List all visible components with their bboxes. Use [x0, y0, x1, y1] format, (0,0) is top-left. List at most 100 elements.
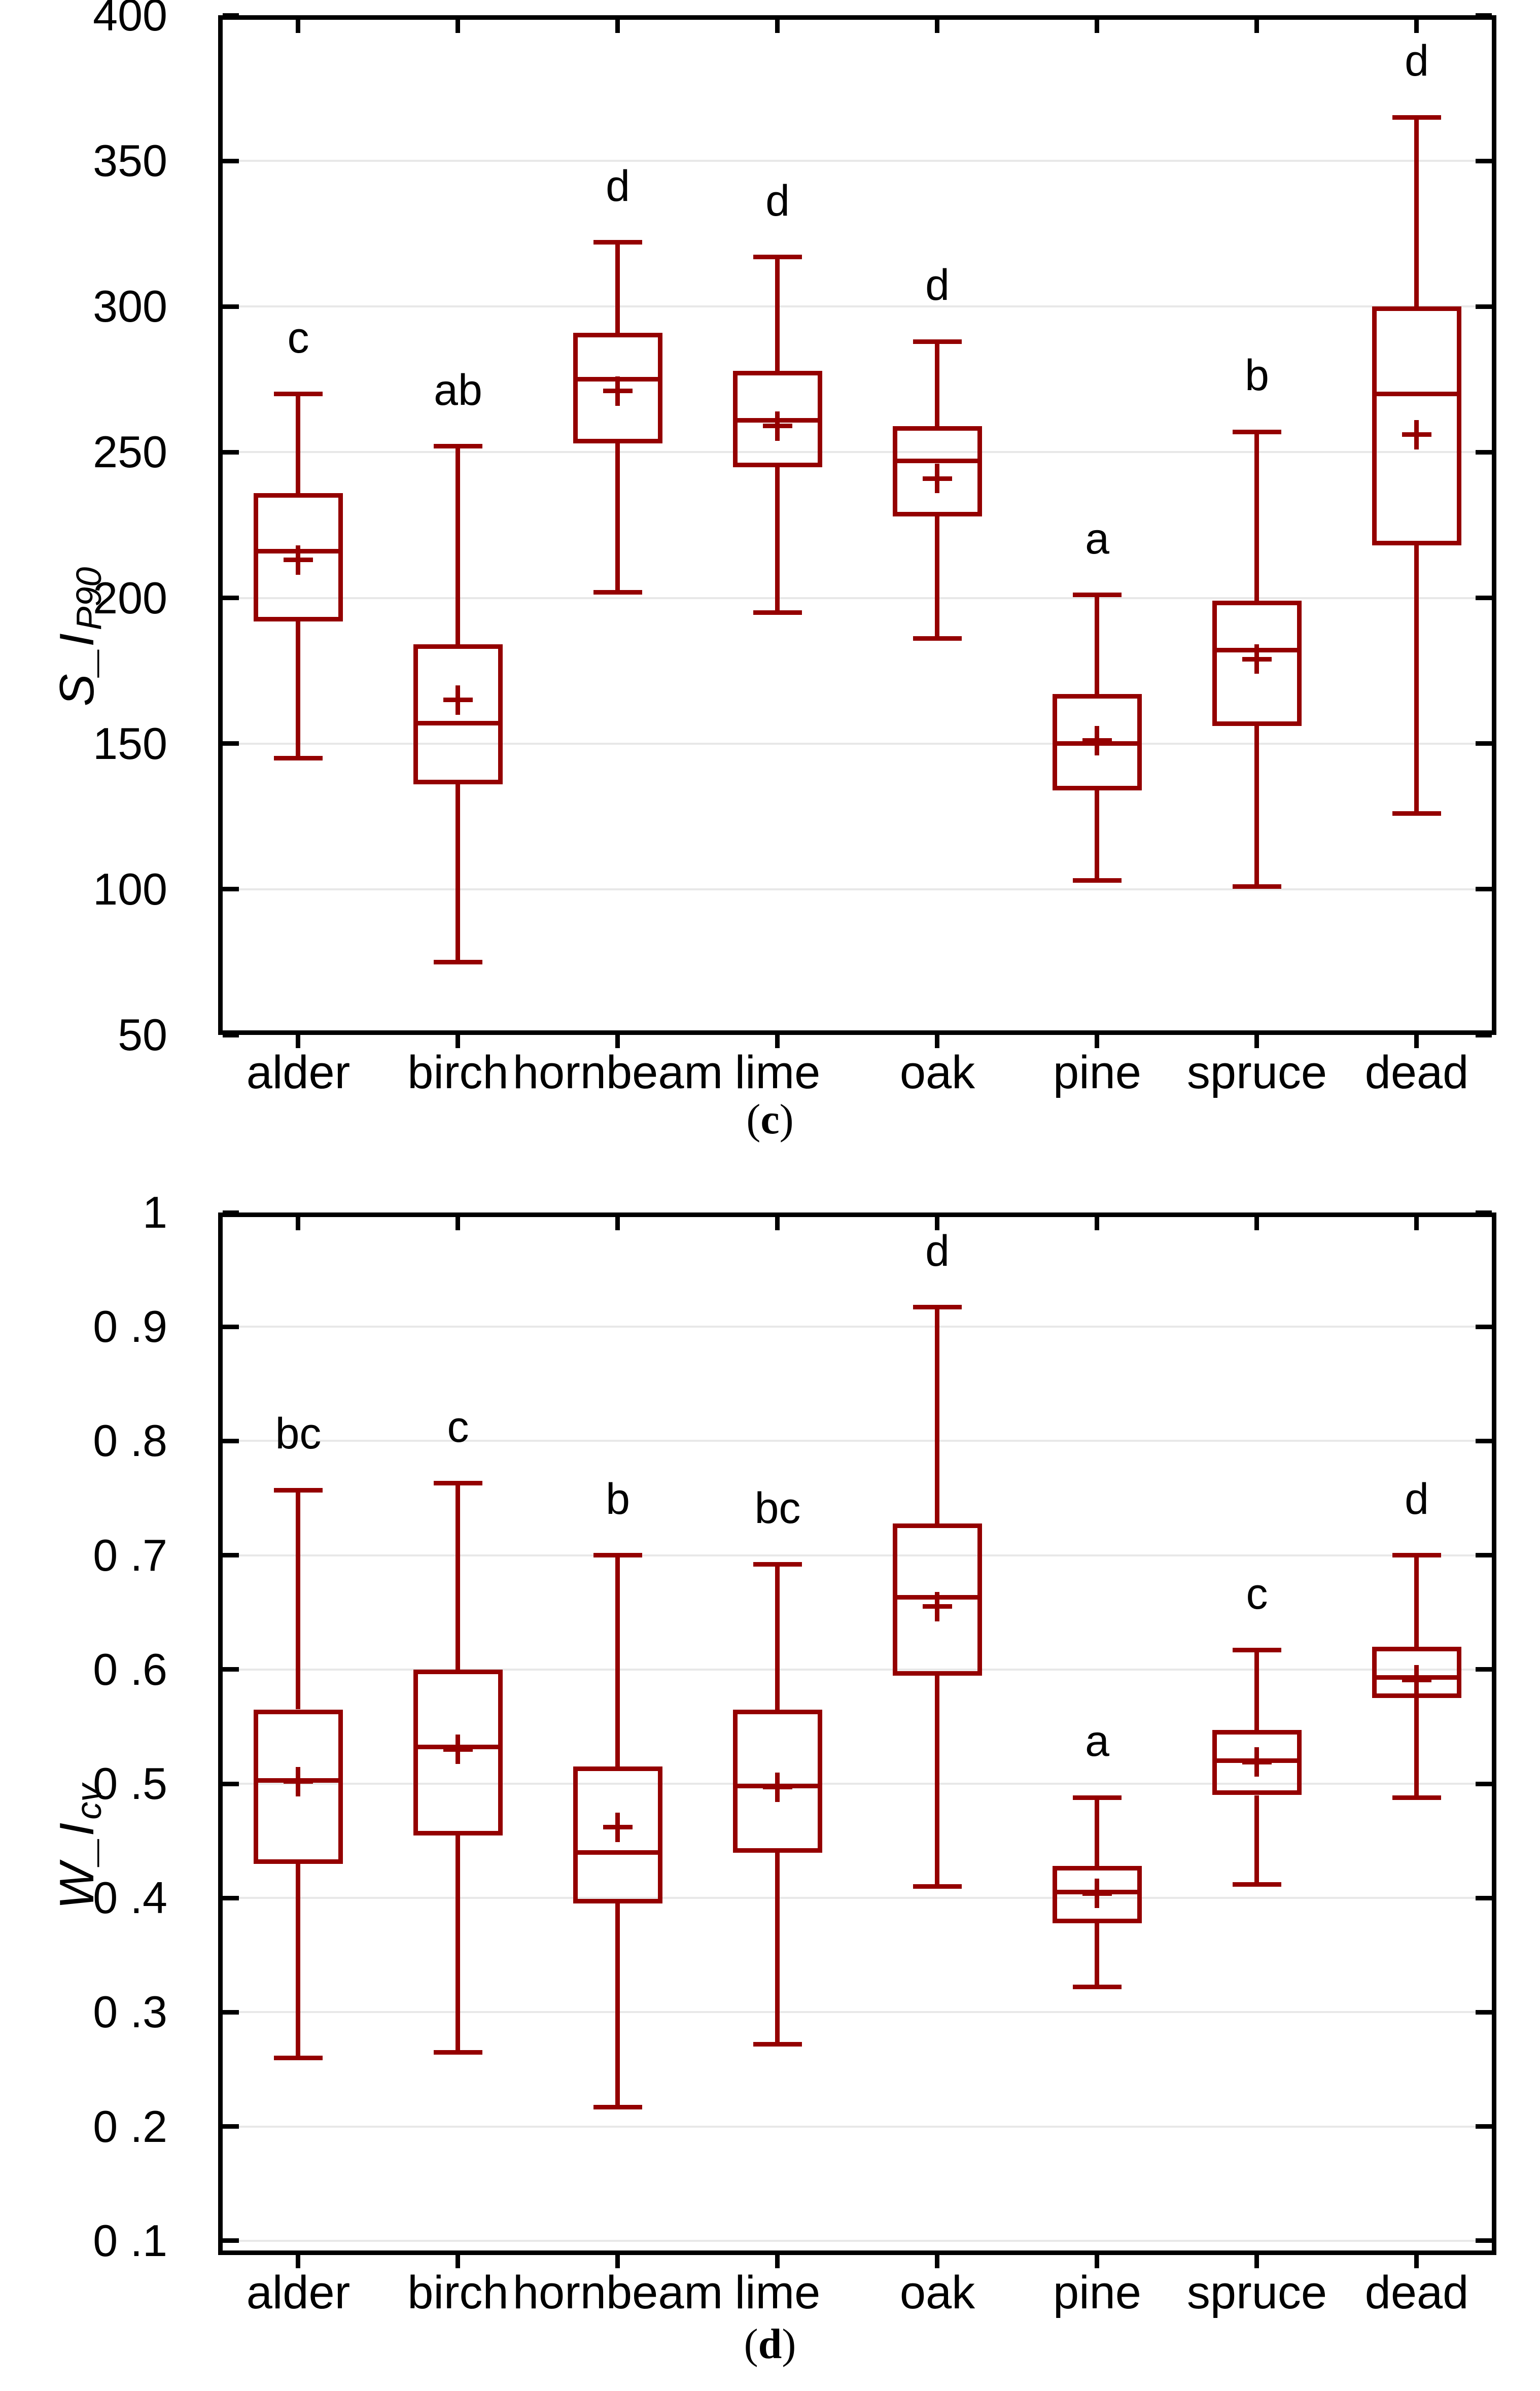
whisker-lower-stem-d-birch	[456, 1835, 460, 2052]
caption-d-letter: d	[758, 2320, 782, 2368]
iqr-box-d-birch	[413, 1670, 503, 1835]
x-tick-label-d-pine: pine	[1053, 2267, 1141, 2318]
significance-letter-c-birch: ab	[434, 366, 482, 414]
whisker-lower-stem-c-birch	[456, 784, 460, 962]
significance-letter-c-dead: d	[1405, 37, 1429, 85]
x-tick-top-c-birch	[456, 20, 460, 33]
mean-marker-v-d-pine	[1095, 1879, 1099, 1908]
x-tick-top-d-alder	[296, 1217, 300, 1230]
x-tick-top-d-birch	[456, 1217, 460, 1230]
y-tick-label-d-1: 1	[143, 1187, 167, 1237]
mean-marker-v-d-oak	[935, 1592, 939, 1621]
x-tick-top-c-alder	[296, 20, 300, 33]
y-tick-label-c-50: 50	[118, 1010, 167, 1060]
y-tick-right-d-0.7	[1476, 1553, 1492, 1557]
caption-c-open-paren: (	[746, 1096, 761, 1143]
y-tick-label-d-0.5: 0 .5	[93, 1758, 167, 1809]
x-tick-label-c-hornbeam: hornbeam	[512, 1047, 723, 1098]
whisker-cap-top-d-spruce	[1233, 1648, 1281, 1652]
y-tick-left-d-0.9	[223, 1325, 239, 1329]
y-tick-left-d-0.2	[223, 2124, 239, 2129]
y-tick-label-d-0.9: 0 .9	[93, 1301, 167, 1352]
whisker-cap-bottom-c-birch	[434, 960, 482, 964]
whisker-lower-stem-c-lime	[775, 467, 780, 612]
plot-area-c	[218, 15, 1496, 1035]
y-tick-left-c-100	[223, 887, 239, 891]
whisker-cap-bottom-c-alder	[274, 756, 323, 760]
y-tick-left-d-0.3	[223, 2010, 239, 2015]
x-tick-bottom-d-spruce	[1254, 2255, 1259, 2268]
whisker-lower-stem-d-lime	[775, 1852, 780, 2044]
x-tick-bottom-c-lime	[775, 1035, 780, 1048]
caption-d-close-paren: )	[782, 2320, 796, 2368]
whisker-cap-top-d-lime	[753, 1562, 802, 1567]
x-tick-bottom-c-birch	[456, 1035, 460, 1048]
gridline-c-200	[223, 597, 1492, 599]
y-tick-right-c-250	[1476, 450, 1492, 455]
whisker-cap-bottom-d-oak	[913, 1884, 962, 1889]
whisker-cap-top-c-birch	[434, 444, 482, 448]
median-line-c-dead	[1372, 392, 1461, 396]
gridline-c-100	[223, 888, 1492, 890]
significance-letter-c-alder: c	[287, 314, 309, 362]
whisker-cap-top-c-spruce	[1233, 430, 1281, 434]
whisker-cap-top-c-oak	[913, 339, 962, 344]
mean-marker-v-c-birch	[456, 685, 460, 715]
whisker-upper-stem-d-lime	[775, 1565, 780, 1710]
whisker-cap-top-c-lime	[753, 255, 802, 259]
whisker-upper-stem-d-dead	[1414, 1555, 1419, 1647]
iqr-box-d-hornbeam	[573, 1766, 662, 1903]
whisker-upper-stem-d-birch	[456, 1483, 460, 1670]
whisker-lower-stem-d-pine	[1095, 1923, 1099, 1987]
significance-letter-d-lime: bc	[754, 1484, 801, 1533]
x-tick-top-c-pine	[1095, 20, 1099, 33]
whisker-cap-bottom-d-birch	[434, 2050, 482, 2055]
significance-letter-c-hornbeam: d	[606, 162, 630, 211]
y-tick-right-d-0.4	[1476, 1896, 1492, 1900]
whisker-upper-stem-d-hornbeam	[615, 1555, 620, 1767]
gridline-d-0.3	[223, 2011, 1492, 2013]
mean-marker-v-d-hornbeam	[615, 1813, 620, 1842]
y-tick-left-d-1	[223, 1210, 239, 1215]
y-tick-label-c-150: 150	[93, 718, 167, 769]
y-tick-right-d-0.1	[1476, 2238, 1492, 2243]
whisker-upper-stem-d-pine	[1095, 1797, 1099, 1866]
whisker-cap-bottom-c-oak	[913, 636, 962, 641]
x-tick-bottom-c-dead	[1414, 1035, 1419, 1048]
gridline-c-150	[223, 743, 1492, 745]
gridline-d-0.1	[223, 2240, 1492, 2242]
x-tick-bottom-d-dead	[1414, 2255, 1419, 2268]
y-tick-left-d-0.8	[223, 1439, 239, 1443]
x-tick-label-c-lime: lime	[734, 1047, 821, 1098]
x-tick-bottom-d-alder	[296, 2255, 300, 2268]
iqr-box-c-hornbeam	[573, 333, 662, 443]
whisker-upper-stem-c-pine	[1095, 595, 1099, 694]
median-line-c-oak	[893, 459, 982, 463]
mean-marker-v-c-pine	[1095, 726, 1099, 755]
whisker-cap-bottom-d-spruce	[1233, 1882, 1281, 1887]
mean-marker-v-c-lime	[775, 411, 780, 441]
whisker-cap-bottom-d-hornbeam	[593, 2105, 642, 2109]
whisker-cap-top-c-hornbeam	[593, 240, 642, 245]
y-tick-right-c-300	[1476, 304, 1492, 309]
x-tick-top-c-hornbeam	[615, 20, 620, 33]
significance-letter-d-pine: a	[1085, 1717, 1109, 1765]
y-tick-label-c-400: 400	[93, 0, 167, 40]
mean-marker-v-d-alder	[296, 1767, 300, 1796]
gridline-d-0.7	[223, 1554, 1492, 1556]
x-tick-top-c-oak	[935, 20, 939, 33]
y-tick-left-c-250	[223, 450, 239, 455]
mean-marker-v-c-oak	[935, 464, 939, 493]
whisker-upper-stem-c-alder	[296, 394, 300, 493]
x-tick-label-c-pine: pine	[1053, 1047, 1141, 1098]
whisker-cap-bottom-c-hornbeam	[593, 590, 642, 595]
mean-marker-v-d-spruce	[1254, 1747, 1259, 1777]
gridline-d-0.9	[223, 1326, 1492, 1328]
y-tick-right-c-200	[1476, 596, 1492, 600]
iqr-box-d-pine	[1053, 1866, 1142, 1923]
whisker-upper-stem-c-lime	[775, 257, 780, 371]
significance-letter-c-pine: a	[1085, 514, 1109, 563]
x-tick-bottom-c-spruce	[1254, 1035, 1259, 1048]
x-tick-label-c-spruce: spruce	[1186, 1047, 1327, 1098]
x-tick-top-d-dead	[1414, 1217, 1419, 1230]
